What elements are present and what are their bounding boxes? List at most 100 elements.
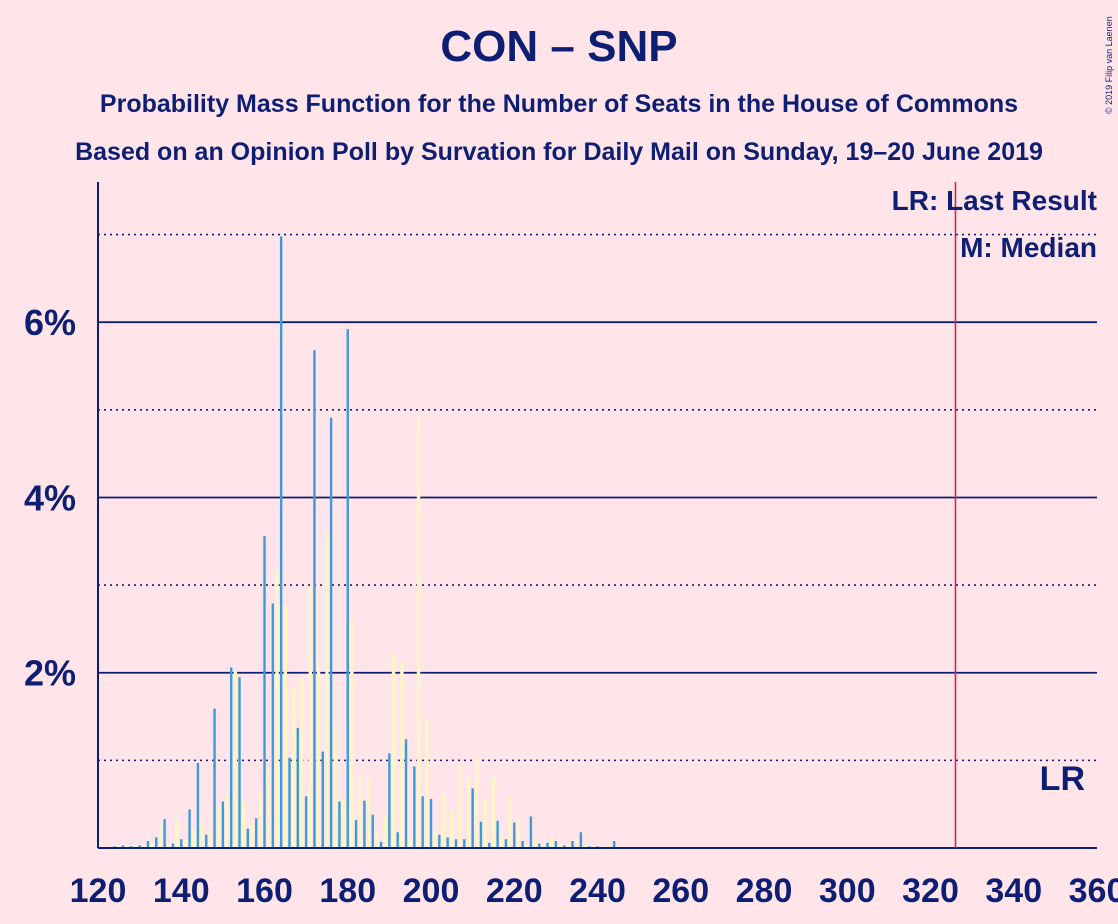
bar-130 bbox=[138, 845, 141, 848]
legend-median: M: Median bbox=[960, 232, 1097, 263]
bar-155 bbox=[241, 801, 246, 848]
x-tick-label: 360 bbox=[1069, 872, 1118, 910]
x-tick-label: 280 bbox=[736, 872, 793, 910]
bar-219 bbox=[508, 796, 512, 848]
bar-189 bbox=[383, 815, 387, 848]
bar-138 bbox=[171, 843, 175, 848]
bar-153 bbox=[233, 670, 238, 848]
bar-178 bbox=[338, 801, 341, 848]
bar-126 bbox=[121, 845, 125, 848]
bar-148 bbox=[213, 708, 216, 848]
chart-subtitle: Probability Mass Function for the Number… bbox=[99, 90, 1019, 118]
bar-210 bbox=[471, 788, 474, 848]
x-tick-label: 220 bbox=[486, 872, 543, 910]
bar-141 bbox=[183, 839, 188, 848]
bar-217 bbox=[500, 834, 504, 848]
bar-206 bbox=[454, 839, 458, 848]
bar-149 bbox=[217, 805, 221, 848]
bars bbox=[113, 236, 624, 849]
x-tick-label: 260 bbox=[652, 872, 709, 910]
bar-157 bbox=[250, 821, 254, 848]
bar-176 bbox=[329, 417, 333, 848]
bar-139 bbox=[175, 819, 179, 848]
bar-200 bbox=[429, 798, 433, 848]
x-tick-label: 120 bbox=[70, 872, 127, 910]
bar-218 bbox=[504, 839, 508, 848]
legend-last-result: LR: Last Result bbox=[892, 185, 1097, 216]
y-tick-label: 4% bbox=[24, 477, 76, 518]
bar-201 bbox=[433, 830, 437, 848]
bar-212 bbox=[479, 821, 483, 848]
bar-156 bbox=[246, 828, 250, 848]
bar-192 bbox=[396, 832, 399, 848]
bar-209 bbox=[466, 777, 471, 848]
bar-198 bbox=[421, 796, 424, 848]
x-tick-label: 240 bbox=[569, 872, 626, 910]
bar-205 bbox=[450, 810, 454, 848]
bar-154 bbox=[238, 677, 241, 848]
bar-162 bbox=[271, 603, 275, 848]
bar-236 bbox=[579, 832, 583, 848]
y-tick-label: 2% bbox=[24, 653, 76, 694]
bar-161 bbox=[266, 769, 271, 848]
bar-144 bbox=[196, 762, 200, 848]
bar-213 bbox=[483, 798, 487, 848]
bar-166 bbox=[288, 757, 291, 848]
bar-171 bbox=[308, 587, 312, 848]
bar-182 bbox=[354, 819, 358, 848]
bar-229 bbox=[550, 836, 554, 848]
bar-152 bbox=[230, 667, 233, 848]
bar-175 bbox=[325, 532, 329, 848]
bar-195 bbox=[408, 837, 412, 848]
x-tick-label: 160 bbox=[236, 872, 293, 910]
x-tick-label: 300 bbox=[819, 872, 876, 910]
bar-224 bbox=[529, 816, 533, 848]
x-tick-label: 340 bbox=[985, 872, 1042, 910]
bar-172 bbox=[313, 350, 316, 848]
bar-133 bbox=[150, 842, 154, 848]
bar-204 bbox=[446, 837, 449, 848]
bar-215 bbox=[491, 777, 496, 848]
bar-197 bbox=[416, 416, 421, 848]
bar-147 bbox=[208, 832, 213, 848]
bar-185 bbox=[366, 777, 371, 848]
x-tick-label: 320 bbox=[902, 872, 959, 910]
bar-207 bbox=[458, 764, 462, 848]
bar-150 bbox=[221, 801, 225, 848]
bar-208 bbox=[463, 839, 466, 848]
bar-191 bbox=[391, 653, 396, 848]
bar-232 bbox=[563, 845, 566, 848]
gridlines bbox=[98, 233, 1097, 762]
bar-137 bbox=[167, 842, 171, 848]
bar-170 bbox=[304, 796, 308, 848]
x-tick-label: 200 bbox=[403, 872, 460, 910]
bar-142 bbox=[188, 809, 191, 848]
bar-237 bbox=[583, 845, 587, 848]
bar-199 bbox=[425, 719, 429, 848]
bar-193 bbox=[400, 662, 404, 848]
chart-source-line: Based on an Opinion Poll by Survation fo… bbox=[75, 138, 1043, 166]
bar-168 bbox=[296, 727, 299, 848]
bar-184 bbox=[363, 800, 366, 848]
bar-183 bbox=[358, 774, 362, 848]
bar-146 bbox=[205, 834, 208, 848]
bar-143 bbox=[192, 828, 196, 848]
bar-134 bbox=[155, 837, 158, 848]
x-tick-label: 180 bbox=[319, 872, 376, 910]
bar-220 bbox=[513, 822, 516, 848]
bar-160 bbox=[263, 536, 266, 848]
bar-233 bbox=[566, 842, 571, 848]
bar-136 bbox=[163, 819, 166, 848]
bar-169 bbox=[300, 677, 304, 848]
bar-186 bbox=[371, 814, 374, 848]
bar-151 bbox=[225, 793, 229, 848]
x-axis-ticks: 120 140 160 180 200 220 240 260 280 300 320 340 360 bbox=[70, 872, 1118, 910]
bar-179 bbox=[341, 799, 346, 848]
bar-159 bbox=[258, 792, 263, 848]
bar-173 bbox=[316, 661, 321, 848]
bar-140 bbox=[180, 839, 183, 848]
bar-231 bbox=[558, 843, 562, 848]
bar-158 bbox=[254, 818, 258, 848]
bar-135 bbox=[158, 823, 163, 848]
bar-216 bbox=[496, 820, 499, 848]
